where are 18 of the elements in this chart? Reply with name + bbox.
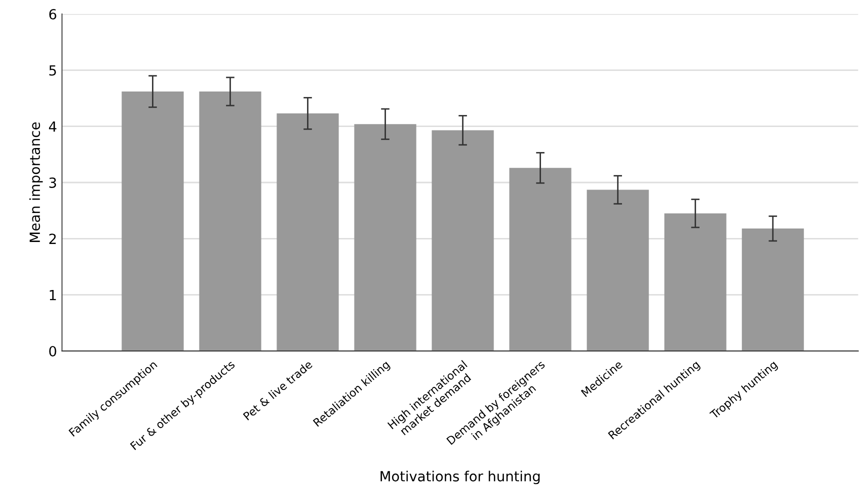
bar — [432, 130, 494, 351]
y-tick-label: 5 — [49, 65, 56, 76]
y-tick-label: 1 — [50, 290, 56, 300]
bar — [509, 168, 572, 351]
y-tick-label: 6 — [49, 8, 56, 20]
bar — [199, 92, 262, 351]
y-axis-title: Mean importance — [29, 122, 43, 242]
y-tick-label: 4 — [48, 121, 56, 132]
bar — [354, 124, 416, 351]
bar — [664, 213, 726, 351]
x-axis-title: Motivations for hunting — [380, 470, 540, 484]
y-tick-label: 3 — [49, 177, 56, 188]
y-tick-label: 2 — [49, 234, 56, 244]
bar — [586, 190, 649, 351]
y-tick-label: 0 — [49, 346, 56, 356]
bar — [276, 113, 339, 351]
bar — [122, 92, 184, 351]
bar — [742, 228, 804, 351]
